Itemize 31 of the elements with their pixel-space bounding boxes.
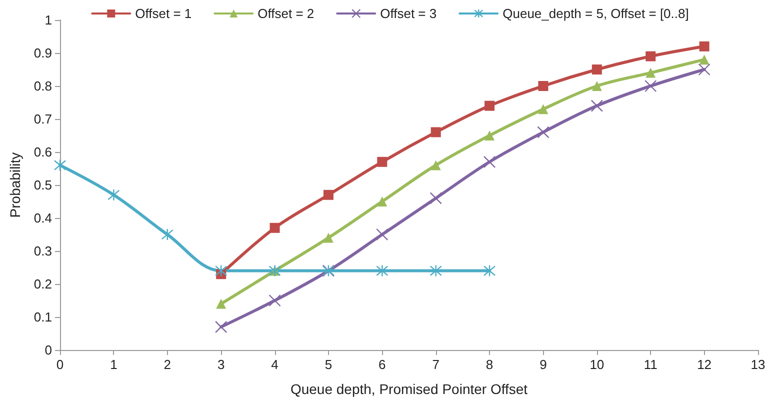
x-tick-label: 8 (486, 357, 494, 372)
x-axis-title: Queue depth, Promised Pointer Offset (290, 381, 528, 397)
legend-label: Offset = 3 (380, 6, 437, 21)
legend-label: Offset = 1 (135, 6, 192, 21)
x-tick-label: 10 (590, 357, 604, 372)
y-tick-label: 1 (44, 12, 52, 28)
x-tick-label: 12 (697, 357, 712, 372)
legend-label: Queue_depth = 5, Offset = [0..8] (502, 6, 689, 21)
x-tick-label: 3 (217, 357, 225, 372)
x-tick-label: 11 (644, 357, 658, 372)
y-tick-label: 0.6 (34, 144, 52, 160)
x-tick-label: 6 (378, 357, 386, 372)
y-tick-label: 0.5 (34, 178, 52, 192)
x-tick-label: 5 (324, 357, 332, 372)
x-tick-label: 7 (432, 357, 440, 372)
y-tick-label: 0.7 (34, 112, 52, 126)
y-tick-label: 0.4 (34, 210, 52, 226)
legend-label: Offset = 2 (258, 6, 314, 21)
y-tick-label: 0.2 (34, 276, 52, 292)
y-tick-label: 0 (44, 342, 52, 358)
x-tick-label: 4 (271, 357, 278, 372)
x-tick-label: 1 (110, 357, 118, 372)
x-tick-label: 13 (750, 357, 766, 372)
y-tick-label: 0.9 (34, 46, 52, 60)
y-axis-title: Probability (7, 152, 23, 218)
y-tick-label: 0.8 (34, 78, 52, 94)
x-tick-label: 2 (164, 357, 171, 372)
y-tick-label: 0.3 (34, 244, 52, 258)
y-tick-label: 0.1 (34, 310, 52, 324)
x-tick-label: 0 (56, 357, 64, 372)
x-tick-label: 9 (540, 357, 547, 372)
